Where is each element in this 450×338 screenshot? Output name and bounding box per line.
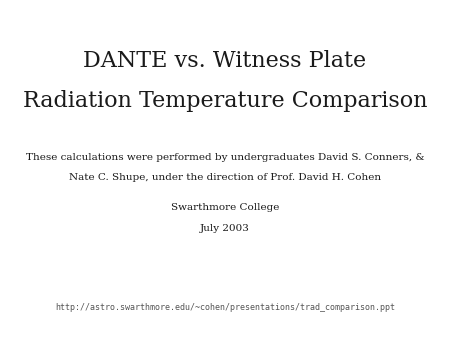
Text: Radiation Temperature Comparison: Radiation Temperature Comparison [23,90,427,113]
Text: http://astro.swarthmore.edu/~cohen/presentations/trad_comparison.ppt: http://astro.swarthmore.edu/~cohen/prese… [55,303,395,312]
Text: July 2003: July 2003 [200,224,250,233]
Text: These calculations were performed by undergraduates David S. Conners, &: These calculations were performed by und… [26,153,424,162]
Text: Swarthmore College: Swarthmore College [171,203,279,212]
Text: DANTE vs. Witness Plate: DANTE vs. Witness Plate [83,50,367,72]
Text: Nate C. Shupe, under the direction of Prof. David H. Cohen: Nate C. Shupe, under the direction of Pr… [69,173,381,182]
